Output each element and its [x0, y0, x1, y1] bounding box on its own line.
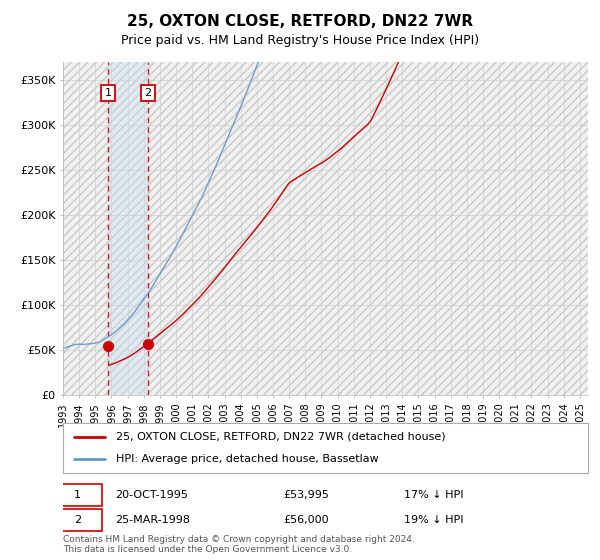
Text: 25, OXTON CLOSE, RETFORD, DN22 7WR (detached house): 25, OXTON CLOSE, RETFORD, DN22 7WR (deta…	[115, 432, 445, 442]
Text: 17% ↓ HPI: 17% ↓ HPI	[404, 490, 464, 500]
Text: 2: 2	[144, 88, 151, 98]
FancyBboxPatch shape	[53, 484, 103, 506]
Text: 1: 1	[105, 88, 112, 98]
Text: 1: 1	[74, 490, 81, 500]
Text: 19% ↓ HPI: 19% ↓ HPI	[404, 515, 464, 525]
Bar	[108, 62, 148, 395]
Text: Contains HM Land Registry data © Crown copyright and database right 2024.
This d: Contains HM Land Registry data © Crown c…	[63, 535, 415, 554]
Text: £56,000: £56,000	[284, 515, 329, 525]
Text: 2: 2	[74, 515, 81, 525]
Text: £53,995: £53,995	[284, 490, 329, 500]
Text: 25, OXTON CLOSE, RETFORD, DN22 7WR: 25, OXTON CLOSE, RETFORD, DN22 7WR	[127, 14, 473, 29]
Text: 25-MAR-1998: 25-MAR-1998	[115, 515, 191, 525]
Text: HPI: Average price, detached house, Bassetlaw: HPI: Average price, detached house, Bass…	[115, 454, 378, 464]
FancyBboxPatch shape	[53, 509, 103, 531]
Text: Price paid vs. HM Land Registry's House Price Index (HPI): Price paid vs. HM Land Registry's House …	[121, 34, 479, 46]
Text: 20-OCT-1995: 20-OCT-1995	[115, 490, 188, 500]
